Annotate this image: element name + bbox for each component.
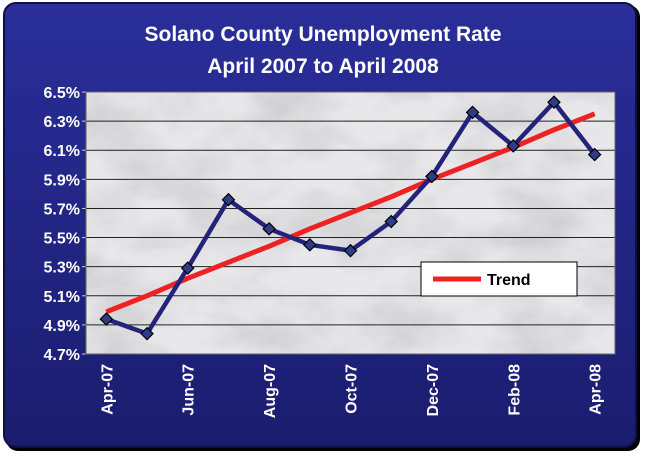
- y-tick-label: 4.9%: [44, 318, 80, 335]
- x-tick-label: Jun-07: [181, 364, 198, 416]
- y-tick-label: 5.1%: [44, 289, 80, 306]
- marks: [99, 95, 602, 341]
- data-point: [343, 243, 358, 258]
- y-tick-label: 5.9%: [44, 172, 80, 189]
- plot-border: [85, 91, 616, 355]
- data-point: [465, 105, 480, 120]
- x-tick-label: Apr-08: [588, 364, 605, 415]
- x-tick-label: Feb-08: [506, 364, 523, 416]
- data-point: [302, 237, 317, 252]
- data-point: [506, 139, 521, 153]
- x-tick-label: Dec-07: [425, 364, 442, 417]
- data-point: [587, 147, 602, 162]
- y-tick-label: 6.3%: [44, 114, 80, 131]
- data-point: [180, 261, 195, 275]
- data-point: [425, 169, 439, 184]
- legend-label: Trend: [487, 272, 531, 289]
- data-point: [262, 221, 276, 236]
- x-tick-label: Aug-07: [262, 364, 279, 418]
- y-tick-label: 6.1%: [44, 143, 80, 160]
- y-tick-label: 4.7%: [44, 347, 80, 364]
- data-point: [140, 326, 154, 341]
- y-tick-label: 5.3%: [44, 260, 80, 277]
- y-tick-label: 5.7%: [44, 201, 80, 218]
- y-tick-label: 5.5%: [44, 231, 80, 248]
- x-tick-label: Apr-07: [99, 364, 116, 415]
- x-tick-label: Oct-07: [344, 364, 361, 414]
- data-point: [221, 192, 236, 207]
- labels: 4.7% 4.9% 5.1% 5.3% 5.5% 5.7% 5.9% 6.1% 6.3% 6.5%…: [44, 85, 605, 418]
- y-tick-label: 6.5%: [44, 85, 80, 102]
- chart-subtitle: April 2007 to April 2008: [207, 55, 439, 78]
- data-point: [99, 312, 114, 326]
- chart-title: Solano County Unemployment Rate: [144, 23, 501, 46]
- data-point: [547, 95, 561, 110]
- plot-area: [86, 92, 615, 354]
- data-point: [384, 214, 399, 229]
